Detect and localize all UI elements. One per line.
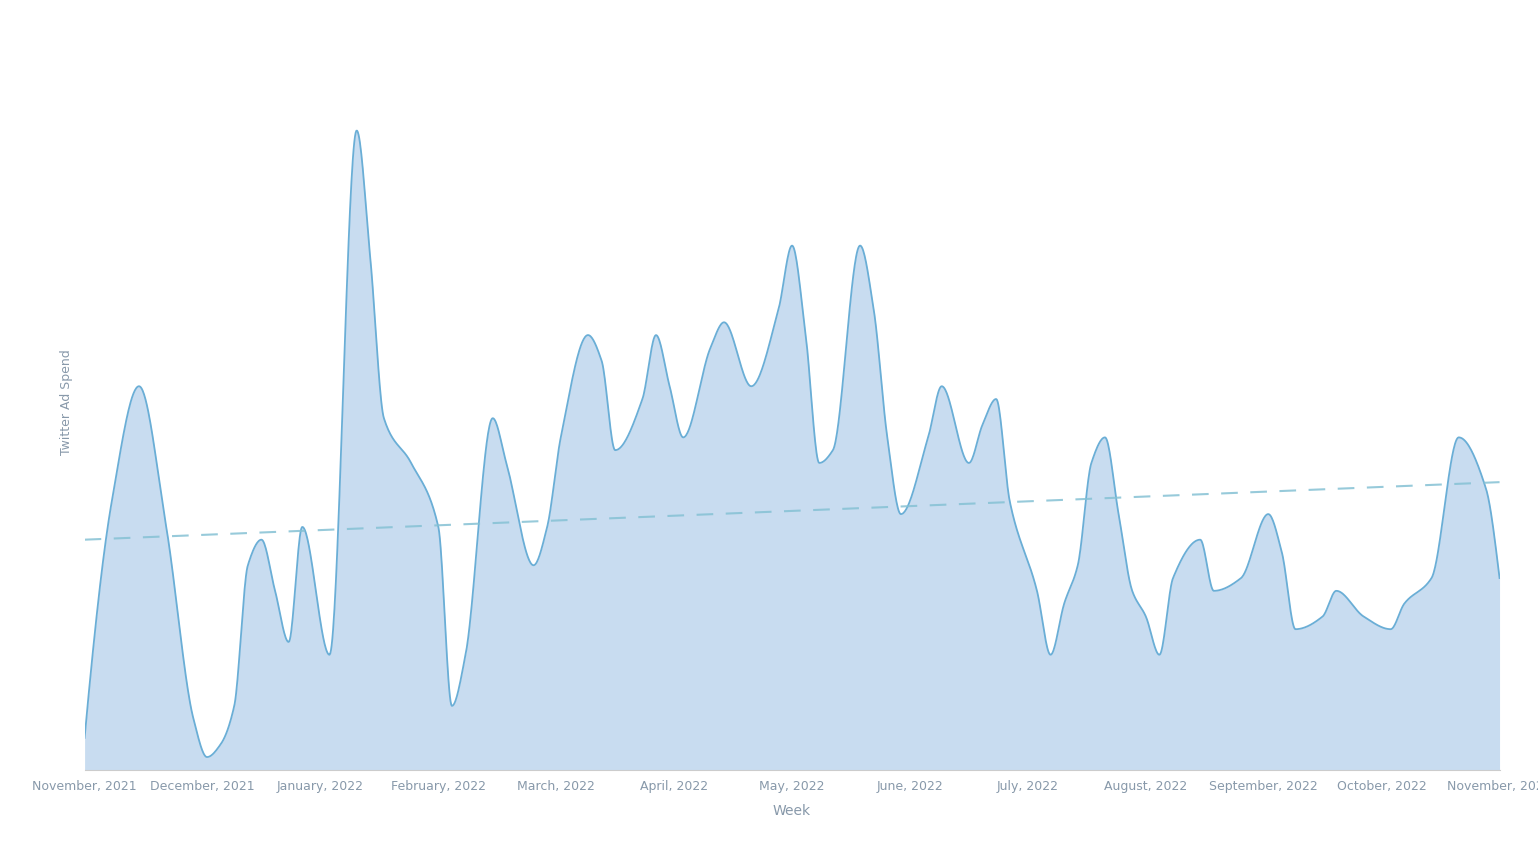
Y-axis label: Twitter Ad Spend: Twitter Ad Spend [60, 349, 74, 455]
X-axis label: Week: Week [774, 804, 811, 817]
